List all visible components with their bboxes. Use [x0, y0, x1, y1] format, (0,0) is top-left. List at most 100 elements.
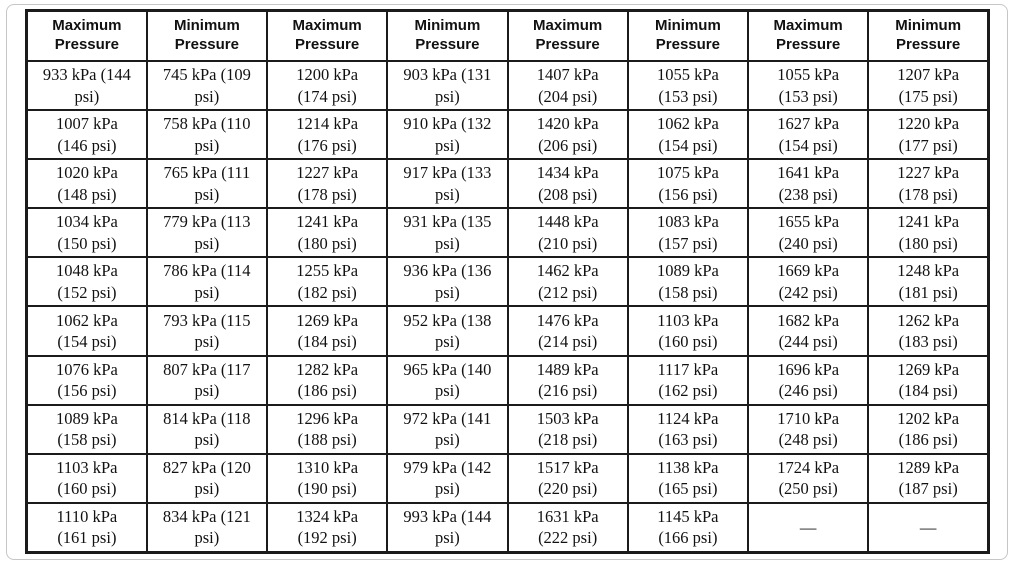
table-row: 1076 kPa (156 psi) 807 kPa (117 psi) 1282 … — [25, 354, 990, 406]
pressure-cell: 1145 kPa (166 psi) — [626, 501, 750, 554]
pressure-cell: 931 kPa (135 psi) — [386, 207, 509, 259]
pressure-cell: 1289 kPa (187 psi) — [867, 452, 990, 504]
pressure-cell: 758 kPa (110 psi) — [145, 109, 269, 161]
pressure-cell: 936 kPa (136 psi) — [386, 256, 509, 308]
pressure-cell: 1489 kPa (216 psi) — [506, 354, 629, 406]
pressure-cell: 1034 kPa (150 psi) — [25, 207, 148, 259]
pressure-cell: 834 kPa (121 psi) — [145, 501, 269, 554]
pressure-cell: 1227 kPa (178 psi) — [867, 158, 990, 210]
pressure-cell: 1724 kPa (250 psi) — [746, 452, 870, 504]
pressure-cell: 993 kPa (144 psi) — [386, 501, 509, 554]
pressure-cell: 1103 kPa (160 psi) — [626, 305, 750, 357]
pressure-cell: 1048 kPa (152 psi) — [25, 256, 148, 308]
pressure-cell: 917 kPa (133 psi) — [386, 158, 509, 210]
pressure-cell: 745 kPa (109 psi) — [145, 59, 269, 112]
pressure-cell: 979 kPa (142 psi) — [386, 452, 509, 504]
pressure-cell: 1269 kPa (184 psi) — [867, 354, 990, 406]
pressure-cell: 1200 kPa (174 psi) — [265, 59, 389, 112]
pressure-table-body: 933 kPa (144 psi) 745 kPa (109 psi) 1200 k… — [25, 59, 990, 554]
table-row: 1110 kPa (161 psi) 834 kPa (121 psi) 1324 … — [25, 501, 990, 554]
column-header: Minimum Pressure — [867, 9, 990, 62]
pressure-cell: 1631 kPa (222 psi) — [506, 501, 629, 554]
pressure-table-head-row: Maximum Pressure Minimum Pressure Maximum … — [25, 9, 990, 62]
pressure-cell: 793 kPa (115 psi) — [145, 305, 269, 357]
pressure-cell: 952 kPa (138 psi) — [386, 305, 509, 357]
pressure-cell: 1220 kPa (177 psi) — [867, 109, 990, 161]
pressure-cell: 1434 kPa (208 psi) — [506, 158, 629, 210]
pressure-cell: 1110 kPa (161 psi) — [25, 501, 148, 554]
table-row: 1020 kPa (148 psi) 765 kPa (111 psi) 1227 … — [25, 158, 990, 210]
pressure-cell: 1407 kPa (204 psi) — [506, 59, 629, 112]
pressure-cell: 933 kPa (144 psi) — [25, 59, 148, 112]
pressure-cell: 1241 kPa (180 psi) — [265, 207, 389, 259]
pressure-cell: 1448 kPa (210 psi) — [506, 207, 629, 259]
pressure-cell: 1420 kPa (206 psi) — [506, 109, 629, 161]
pressure-cell: 1076 kPa (156 psi) — [25, 354, 148, 406]
pressure-cell: 972 kPa (141 psi) — [386, 403, 509, 455]
pressure-cell: 1227 kPa (178 psi) — [265, 158, 389, 210]
pressure-cell: 1682 kPa (244 psi) — [746, 305, 870, 357]
pressure-cell: 1324 kPa (192 psi) — [265, 501, 389, 554]
pressure-cell: — — [746, 501, 870, 554]
pressure-cell: 779 kPa (113 psi) — [145, 207, 269, 259]
column-header: Minimum Pressure — [626, 9, 750, 62]
pressure-cell: 1696 kPa (246 psi) — [746, 354, 870, 406]
column-header: Minimum Pressure — [145, 9, 269, 62]
pressure-cell: 1241 kPa (180 psi) — [867, 207, 990, 259]
pressure-cell: 1462 kPa (212 psi) — [506, 256, 629, 308]
pressure-cell: 1124 kPa (163 psi) — [626, 403, 750, 455]
table-row: 1048 kPa (152 psi) 786 kPa (114 psi) 1255 … — [25, 256, 990, 308]
pressure-cell: 827 kPa (120 psi) — [145, 452, 269, 504]
table-row: 1034 kPa (150 psi) 779 kPa (113 psi) 1241 … — [25, 207, 990, 259]
pressure-cell: 1062 kPa (154 psi) — [25, 305, 148, 357]
column-header: Minimum Pressure — [386, 9, 509, 62]
column-header: Maximum Pressure — [746, 9, 870, 62]
pressure-cell: 1255 kPa (182 psi) — [265, 256, 389, 308]
pressure-cell: 1062 kPa (154 psi) — [626, 109, 750, 161]
pressure-cell: 1089 kPa (158 psi) — [626, 256, 750, 308]
column-header: Maximum Pressure — [506, 9, 629, 62]
pressure-table: Maximum Pressure Minimum Pressure Maximum … — [25, 9, 990, 554]
pressure-cell: 807 kPa (117 psi) — [145, 354, 269, 406]
pressure-cell: 1476 kPa (214 psi) — [506, 305, 629, 357]
pressure-cell: 1020 kPa (148 psi) — [25, 158, 148, 210]
pressure-cell: 1248 kPa (181 psi) — [867, 256, 990, 308]
table-row: 1062 kPa (154 psi) 793 kPa (115 psi) 1269 … — [25, 305, 990, 357]
pressure-cell: 903 kPa (131 psi) — [386, 59, 509, 112]
pressure-cell: 1138 kPa (165 psi) — [626, 452, 750, 504]
table-row: 1007 kPa (146 psi) 758 kPa (110 psi) 1214 … — [25, 109, 990, 161]
table-row: 933 kPa (144 psi) 745 kPa (109 psi) 1200 k… — [25, 59, 990, 112]
pressure-cell: 1269 kPa (184 psi) — [265, 305, 389, 357]
pressure-cell: 1655 kPa (240 psi) — [746, 207, 870, 259]
pressure-cell: 1207 kPa (175 psi) — [867, 59, 990, 112]
pressure-cell: 1055 kPa (153 psi) — [746, 59, 870, 112]
pressure-cell: — — [867, 501, 990, 554]
pressure-cell: 1710 kPa (248 psi) — [746, 403, 870, 455]
pressure-cell: 910 kPa (132 psi) — [386, 109, 509, 161]
pressure-cell: 1103 kPa (160 psi) — [25, 452, 148, 504]
pressure-cell: 1503 kPa (218 psi) — [506, 403, 629, 455]
column-header: Maximum Pressure — [25, 9, 148, 62]
pressure-cell: 786 kPa (114 psi) — [145, 256, 269, 308]
pressure-cell: 1075 kPa (156 psi) — [626, 158, 750, 210]
column-header: Maximum Pressure — [265, 9, 389, 62]
pressure-cell: 965 kPa (140 psi) — [386, 354, 509, 406]
pressure-cell: 765 kPa (111 psi) — [145, 158, 269, 210]
pressure-cell: 1641 kPa (238 psi) — [746, 158, 870, 210]
pressure-cell: 1262 kPa (183 psi) — [867, 305, 990, 357]
pressure-cell: 1310 kPa (190 psi) — [265, 452, 389, 504]
table-row: 1103 kPa (160 psi) 827 kPa (120 psi) 1310 … — [25, 452, 990, 504]
pressure-cell: 1214 kPa (176 psi) — [265, 109, 389, 161]
pressure-cell: 1627 kPa (154 psi) — [746, 109, 870, 161]
pressure-cell: 1117 kPa (162 psi) — [626, 354, 750, 406]
pressure-cell: 1517 kPa (220 psi) — [506, 452, 629, 504]
pressure-cell: 1055 kPa (153 psi) — [626, 59, 750, 112]
pressure-cell: 1089 kPa (158 psi) — [25, 403, 148, 455]
pressure-table-head: Maximum Pressure Minimum Pressure Maximum … — [25, 9, 990, 62]
pressure-cell: 1669 kPa (242 psi) — [746, 256, 870, 308]
pressure-cell: 814 kPa (118 psi) — [145, 403, 269, 455]
pressure-cell: 1007 kPa (146 psi) — [25, 109, 148, 161]
pressure-cell: 1296 kPa (188 psi) — [265, 403, 389, 455]
pressure-cell: 1083 kPa (157 psi) — [626, 207, 750, 259]
